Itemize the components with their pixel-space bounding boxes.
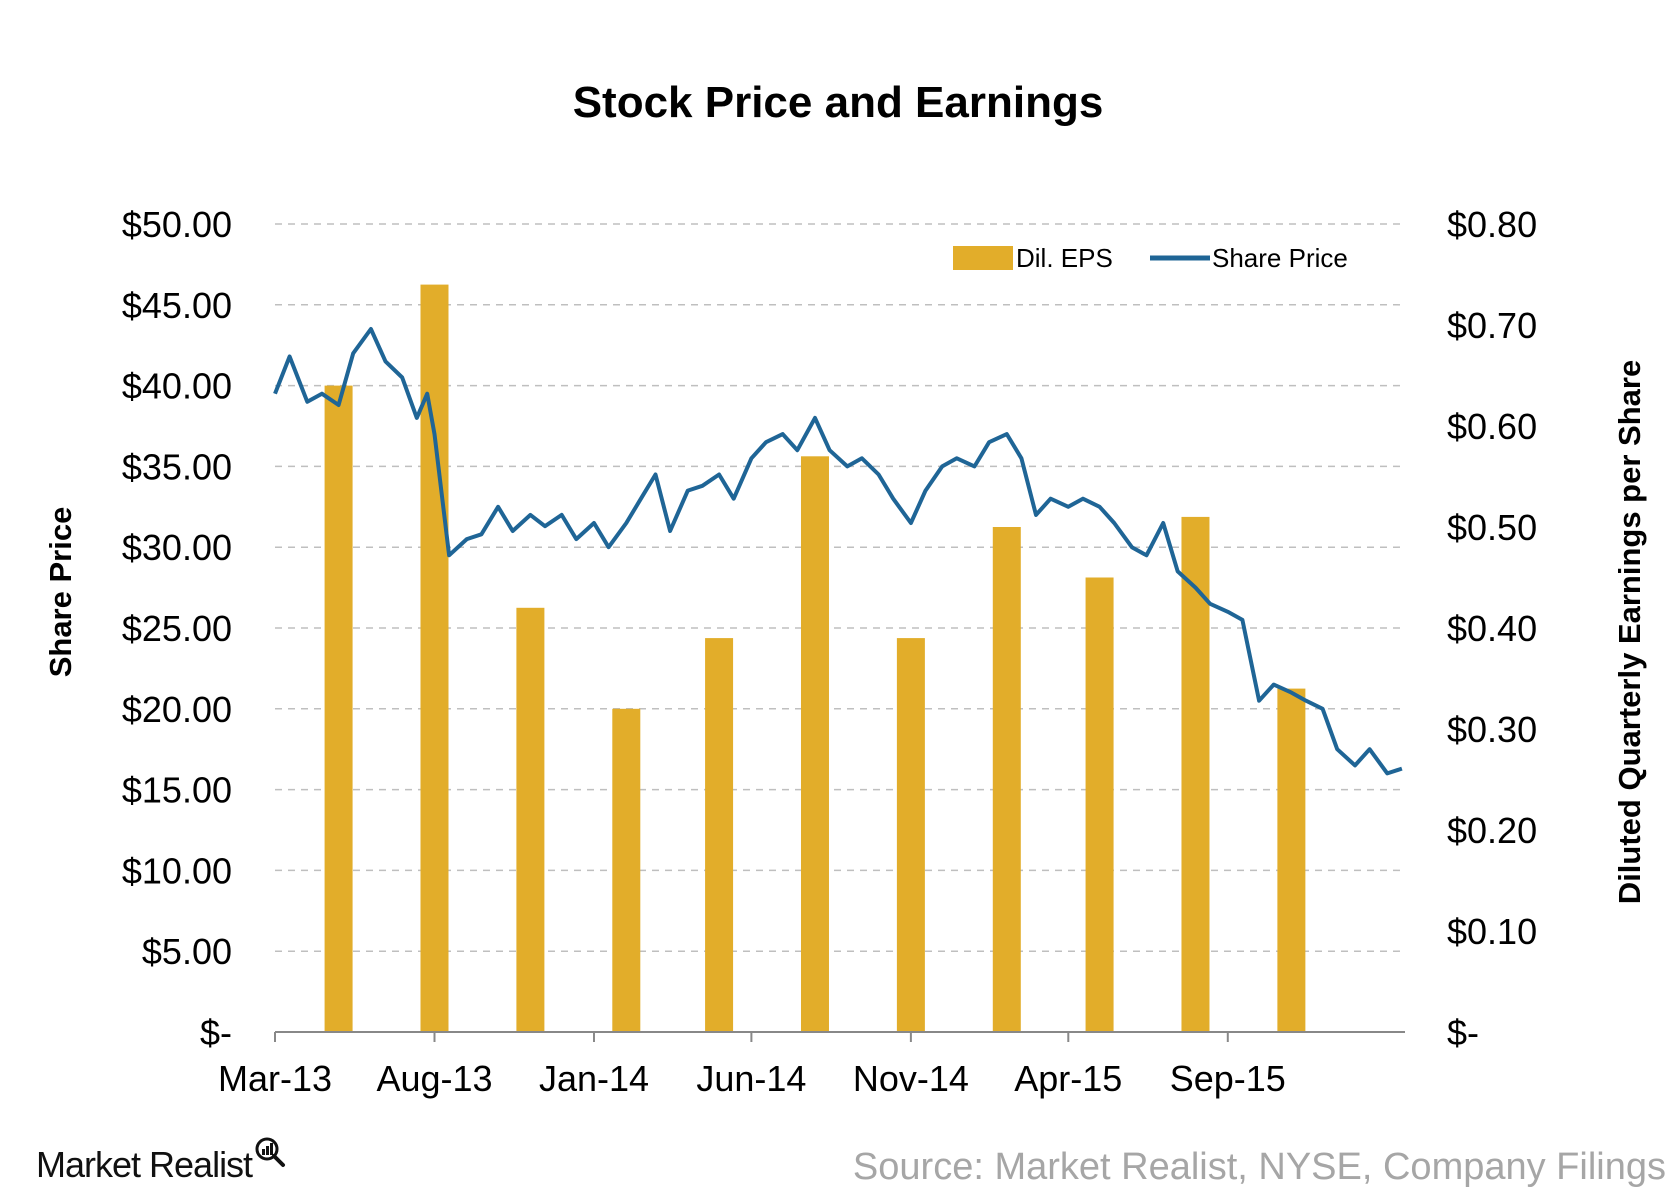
y-right-tick-label: $0.40	[1447, 608, 1537, 649]
magnifier-icon	[255, 1137, 286, 1167]
y-left-tick-label: $40.00	[122, 366, 232, 407]
legend-swatch-eps	[953, 246, 1013, 270]
legend-label-price: Share Price	[1212, 243, 1348, 273]
eps-bar	[992, 527, 1021, 1032]
y-left-tick-labels: $- $5.00 $10.00 $15.00 $20.00 $25.00 $30.00 $35…	[122, 204, 232, 1053]
y-left-tick-label: $20.00	[122, 689, 232, 730]
y-left-tick-label: $30.00	[122, 527, 232, 568]
eps-bar	[516, 607, 545, 1032]
share-price-line	[273, 327, 1403, 776]
x-tick-labels: Mar-13 Aug-13 Jan-14 Jun-14 Nov-14 Apr-15 Sep-…	[218, 1058, 1286, 1099]
eps-bar	[705, 638, 734, 1032]
y-right-tick-label: $0.60	[1447, 406, 1537, 447]
x-tick-label: Nov-14	[853, 1058, 969, 1099]
x-tick-label: Mar-13	[218, 1058, 332, 1099]
eps-bar	[800, 456, 829, 1032]
chart-title: Stock Price and Earnings	[572, 78, 1104, 127]
eps-bar	[1181, 516, 1210, 1032]
x-tick-label: Aug-13	[376, 1058, 492, 1099]
gridlines	[275, 223, 1405, 952]
y-right-tick-label: $0.30	[1447, 709, 1537, 750]
logo-text: Market Realist	[36, 1144, 253, 1185]
market-realist-logo: Market Realist	[36, 1137, 286, 1186]
y-right-tick-label: $0.50	[1447, 507, 1537, 548]
y-left-tick-label: $50.00	[122, 204, 232, 245]
eps-bar	[612, 708, 641, 1032]
y-left-tick-label: $10.00	[122, 850, 232, 891]
axes	[274, 1031, 1405, 1042]
y-left-axis-title: Share Price	[43, 507, 78, 678]
y-left-tick-label: $5.00	[142, 931, 232, 972]
y-left-tick-label: $25.00	[122, 608, 232, 649]
y-right-tick-label: $0.20	[1447, 810, 1537, 851]
eps-bars	[324, 284, 1306, 1033]
y-left-tick-label: $35.00	[122, 446, 232, 487]
y-right-tick-label: $0.70	[1447, 305, 1537, 346]
y-right-tick-labels: $- $0.10 $0.20 $0.30 $0.40 $0.50 $0.60 $0.70 $0.…	[1447, 204, 1537, 1053]
y-left-tick-label: $-	[200, 1012, 232, 1053]
share-price-line-group	[273, 327, 1403, 776]
x-tick-label: Jan-14	[539, 1058, 649, 1099]
legend: Dil. EPS Share Price	[953, 243, 1348, 273]
eps-bar	[420, 284, 449, 1033]
eps-bar	[896, 638, 925, 1032]
y-left-tick-label: $15.00	[122, 770, 232, 811]
eps-bar	[1085, 577, 1114, 1032]
x-tick-label: Apr-15	[1014, 1058, 1122, 1099]
y-right-tick-label: $0.10	[1447, 911, 1537, 952]
eps-bar	[324, 385, 353, 1033]
y-left-tick-label: $45.00	[122, 285, 232, 326]
legend-label-eps: Dil. EPS	[1016, 243, 1113, 273]
x-tick-label: Sep-15	[1170, 1058, 1286, 1099]
source-note: Source: Market Realist, NYSE, Company Fi…	[852, 1146, 1666, 1188]
y-right-tick-label: $-	[1447, 1012, 1479, 1053]
y-right-axis-title: Diluted Quarterly Earnings per Share	[1612, 360, 1647, 904]
y-right-tick-label: $0.80	[1447, 204, 1537, 245]
x-tick-label: Jun-14	[696, 1058, 806, 1099]
eps-bar	[1277, 688, 1306, 1032]
